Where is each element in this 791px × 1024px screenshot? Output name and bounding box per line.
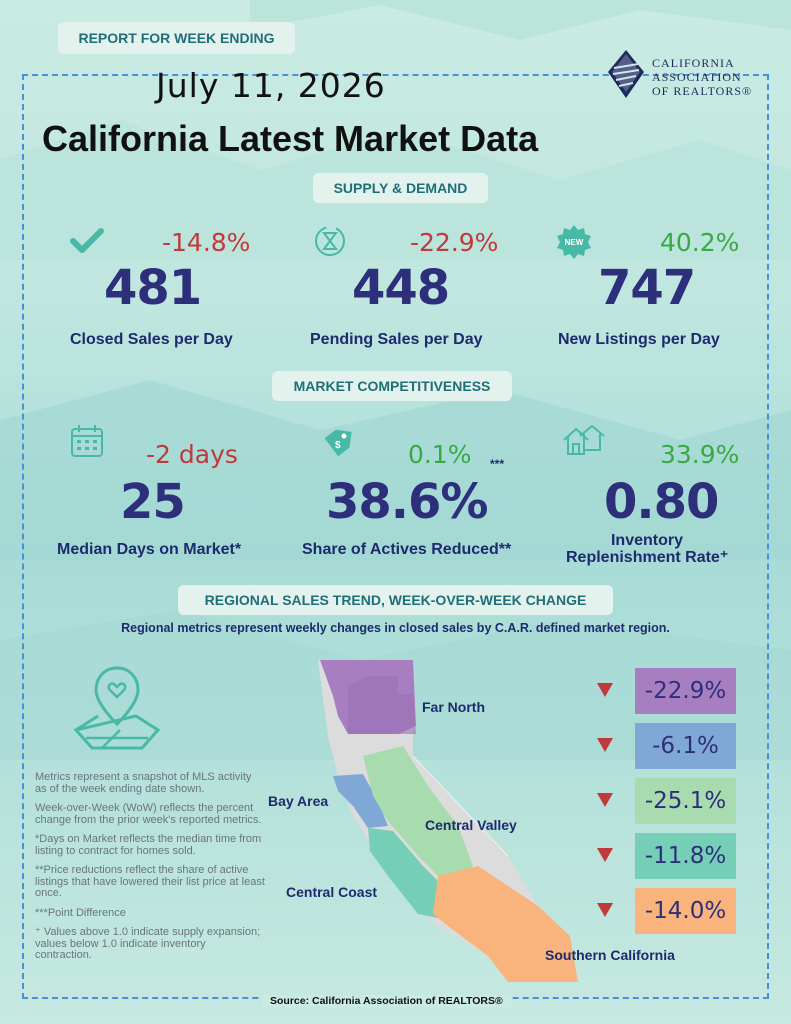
pending-sales-change: -22.9% <box>410 228 499 257</box>
down-arrow-icon <box>597 683 613 697</box>
section-supply-demand: SUPPLY & DEMAND <box>313 173 488 203</box>
central-valley-change: -25.1% <box>635 778 736 824</box>
calendar-icon <box>71 425 103 457</box>
down-arrow-icon <box>597 903 613 917</box>
closed-sales-change: -14.8% <box>162 228 251 257</box>
car-logo-mark-icon <box>608 50 644 98</box>
report-date: July 11, 2026 <box>156 66 386 105</box>
page-title: California Latest Market Data <box>42 118 539 159</box>
down-arrow-icon <box>597 848 613 862</box>
california-region-map <box>318 660 578 982</box>
down-arrow-icon <box>597 793 613 807</box>
far-north-change: -22.9% <box>635 668 736 714</box>
central-coast-change: -11.8% <box>635 833 736 879</box>
checkmark-icon <box>70 228 104 253</box>
days-on-market-value: 25 <box>120 474 186 530</box>
region-central-valley <box>363 746 473 886</box>
closed-sales-value: 481 <box>104 260 202 316</box>
new-badge-icon: NEW <box>557 225 591 259</box>
actives-reduced-value: 38.6% <box>326 474 489 530</box>
svg-text:$: $ <box>335 440 341 451</box>
region-southern-california <box>433 866 578 982</box>
actives-reduced-change: 0.1% <box>408 440 472 469</box>
footnotes: Metrics represent a snapshot of MLS acti… <box>35 771 265 961</box>
map-label-far-north: Far North <box>422 699 485 715</box>
car-logo-text: CALIFORNIA ASSOCIATION OF REALTORS® <box>652 56 753 98</box>
region-far-north-2 <box>348 676 416 734</box>
southern-california-change: -14.0% <box>635 888 736 934</box>
actives-reduced-label: Share of Actives Reduced** <box>302 541 512 558</box>
region-bay-area <box>333 774 388 828</box>
houses-icon <box>563 424 605 455</box>
inventory-rate-change: 33.9% <box>660 440 740 469</box>
new-listings-value: 747 <box>598 260 696 316</box>
source-credit: Source: California Association of REALTO… <box>262 995 511 1007</box>
closed-sales-label: Closed Sales per Day <box>70 331 233 348</box>
new-listings-label: New Listings per Day <box>558 331 720 348</box>
pending-sales-value: 448 <box>352 260 450 316</box>
down-arrow-icon <box>597 738 613 752</box>
section-regional-sales-trend: REGIONAL SALES TREND, WEEK-OVER-WEEK CHA… <box>178 585 613 615</box>
section-market-competitiveness: MARKET COMPETITIVENESS <box>272 371 512 401</box>
hourglass-icon <box>315 226 345 256</box>
days-on-market-change: -2 days <box>146 440 238 469</box>
bay-area-change: -6.1% <box>635 723 736 769</box>
price-tag-icon: $ <box>324 429 352 457</box>
map-location-heart-icon <box>73 666 161 750</box>
inventory-rate-label: Inventory Replenishment Rate⁺ <box>566 532 729 566</box>
new-listings-change: 40.2% <box>660 228 740 257</box>
car-logo: CALIFORNIA ASSOCIATION OF REALTORS® <box>604 48 754 108</box>
svg-text:NEW: NEW <box>565 238 584 247</box>
inventory-rate-value: 0.80 <box>604 474 719 530</box>
regional-subheading: Regional metrics represent weekly change… <box>121 621 670 635</box>
point-difference-marker: *** <box>490 457 505 471</box>
map-label-southern-california: Southern California <box>545 947 675 963</box>
report-label: REPORT FOR WEEK ENDING <box>58 22 295 54</box>
days-on-market-label: Median Days on Market* <box>57 541 242 558</box>
pending-sales-label: Pending Sales per Day <box>310 331 483 348</box>
map-label-central-valley: Central Valley <box>425 817 517 833</box>
map-label-central-coast: Central Coast <box>286 884 378 900</box>
map-label-bay-area: Bay Area <box>268 793 329 809</box>
region-central-coast <box>368 828 448 918</box>
